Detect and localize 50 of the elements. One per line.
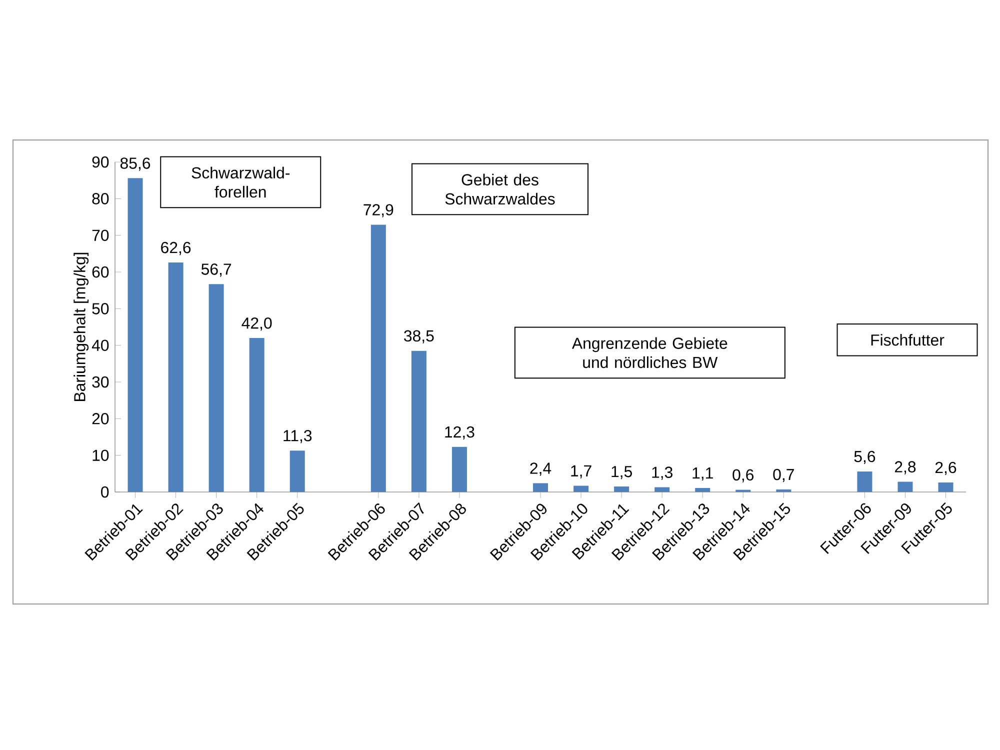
y-tick-label: 90 — [92, 156, 109, 168]
bar — [290, 450, 305, 492]
y-tick-label: 30 — [92, 376, 109, 388]
y-tick-label: 80 — [92, 193, 109, 204]
data-label: 5,6 — [854, 450, 876, 464]
bar — [128, 178, 143, 492]
data-label: 2,6 — [935, 462, 956, 476]
annotation: Angrenzende Gebiete und nördliches BW — [572, 337, 728, 368]
data-label: 56,7 — [201, 264, 232, 277]
data-label: 0,7 — [773, 468, 794, 482]
y-tick-label: 10 — [92, 450, 109, 461]
bar — [208, 284, 224, 492]
y-tick-label: 0 — [101, 486, 109, 498]
y-tick-label: 40 — [92, 340, 109, 351]
data-label: 62,6 — [161, 242, 191, 256]
data-label: 1,3 — [652, 466, 672, 480]
bar — [533, 483, 548, 492]
data-label: 0,6 — [732, 469, 754, 482]
bar — [249, 338, 264, 492]
data-label: 1,5 — [612, 466, 632, 480]
bar — [898, 482, 913, 492]
bar — [614, 486, 630, 492]
data-label: 72,9 — [364, 204, 394, 218]
bar — [654, 487, 670, 492]
y-tick-label: 60 — [92, 266, 109, 278]
bar — [168, 262, 184, 492]
data-label: 12,3 — [445, 426, 474, 440]
data-label: 85,6 — [120, 158, 150, 171]
bar — [938, 482, 954, 492]
y-tick-label: 20 — [92, 413, 109, 424]
bar — [857, 471, 872, 492]
annotation: Gebiet des Schwarzwaldes — [445, 174, 555, 205]
annotation: Fischfutter — [871, 334, 944, 346]
y-tick-label: 50 — [92, 303, 109, 314]
data-label: 38,5 — [404, 330, 434, 344]
y-tick-label: 70 — [92, 230, 109, 241]
data-label: 1,1 — [692, 468, 713, 481]
bar — [452, 446, 467, 492]
data-label: 2,8 — [894, 461, 916, 474]
y-axis-title: Bariumgehalt [mg/kg] — [74, 252, 89, 402]
bar — [574, 486, 589, 492]
data-label: 2,4 — [530, 462, 552, 476]
bar — [370, 224, 386, 492]
bar — [411, 350, 426, 492]
bar — [776, 489, 792, 492]
data-label: 1,7 — [571, 465, 592, 478]
annotation: Schwarzwald-forellen — [192, 166, 290, 198]
bar — [695, 488, 710, 492]
data-label: 11,3 — [284, 430, 312, 444]
data-label: 42,0 — [242, 317, 272, 331]
